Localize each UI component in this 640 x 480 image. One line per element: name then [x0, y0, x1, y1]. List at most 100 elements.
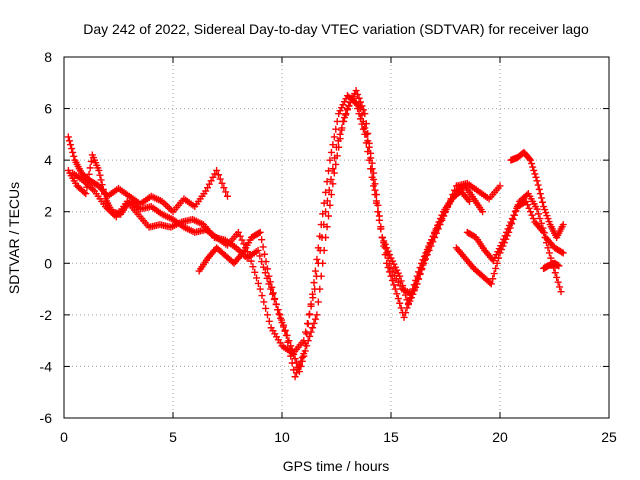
data-point-interp — [99, 185, 107, 193]
data-point — [95, 166, 103, 174]
data-point-interp — [387, 272, 395, 280]
data-point-interp — [529, 215, 537, 223]
data-point-interp — [243, 248, 251, 256]
data-point — [256, 285, 264, 293]
data-point-interp — [298, 353, 306, 361]
data-point — [370, 169, 378, 177]
data-point-interp — [325, 167, 333, 175]
data-point-interp — [529, 163, 537, 171]
data-point-interp — [265, 317, 273, 325]
data-point-interp — [532, 173, 540, 181]
data-point — [282, 331, 290, 339]
data-point-interp — [297, 357, 305, 365]
series-arc-1 — [64, 133, 231, 216]
data-point — [309, 290, 317, 298]
data-point — [234, 228, 242, 236]
data-point — [291, 373, 299, 381]
y-tick-label: 8 — [44, 49, 52, 65]
data-point-interp — [272, 300, 280, 308]
data-point-interp — [501, 232, 509, 240]
data-point-interp — [332, 160, 340, 168]
data-point-interp — [535, 185, 543, 193]
data-point-interp — [435, 218, 443, 226]
data-point-interp — [335, 143, 343, 151]
data-point-interp — [394, 295, 402, 303]
data-point — [559, 249, 567, 257]
data-point-interp — [409, 290, 417, 298]
axis-ticks: 0 5 10 15 20 25 -6 -4 -2 0 2 4 6 8 — [40, 49, 617, 445]
data-point-interp — [537, 194, 545, 202]
data-point-interp — [500, 235, 508, 243]
y-axis-label: SDTVAR / TECUs — [6, 182, 22, 294]
data-point-interp — [279, 323, 287, 331]
x-axis-label: GPS time / hours — [283, 458, 390, 474]
data-point-interp — [319, 210, 327, 218]
data-point-interp — [317, 272, 325, 280]
data-point-interp — [86, 164, 94, 172]
data-point-interp — [416, 270, 424, 278]
data-point-interp — [420, 256, 428, 264]
data-point-interp — [261, 269, 269, 277]
y-tick-label: 6 — [44, 101, 52, 117]
data-point-interp — [263, 311, 271, 319]
data-point — [352, 99, 360, 107]
data-point-interp — [371, 191, 379, 199]
data-point-interp — [281, 327, 289, 335]
grid — [64, 57, 609, 418]
data-point — [213, 166, 221, 174]
data-point-interp — [307, 328, 315, 336]
chart-title: Day 242 of 2022, Sidereal Day-to-day VTE… — [83, 21, 589, 37]
data-point-interp — [556, 283, 564, 291]
data-point-interp — [96, 171, 104, 179]
plot-frame — [63, 56, 610, 419]
data-point-interp — [332, 125, 340, 133]
data-point — [313, 311, 321, 319]
data-point-interp — [386, 251, 394, 259]
data-point — [557, 288, 565, 296]
data-point-interp — [503, 228, 511, 236]
data-point-interp — [287, 352, 295, 360]
data-point — [507, 218, 515, 226]
data-point — [400, 313, 408, 321]
data-point-interp — [425, 244, 433, 252]
data-point-interp — [544, 244, 552, 252]
data-point — [378, 234, 386, 241]
data-point-interp — [354, 90, 362, 98]
data-point-interp — [97, 176, 105, 184]
data-point-interp — [309, 324, 317, 332]
data-point-interp — [545, 249, 553, 257]
data-point-interp — [415, 275, 423, 283]
data-point-interp — [67, 141, 75, 149]
data-point-interp — [396, 299, 404, 307]
data-point — [555, 262, 563, 270]
data-point-interp — [258, 292, 266, 300]
data-point-interp — [240, 240, 248, 248]
data-point-interp — [531, 170, 539, 178]
data-point-interp — [336, 135, 344, 143]
data-point-interp — [524, 201, 532, 209]
data-point-interp — [301, 340, 309, 348]
data-point-interp — [259, 263, 267, 271]
data-point-interp — [536, 215, 544, 223]
data-point — [370, 182, 378, 190]
data-point-interp — [256, 252, 264, 260]
data-point-interp — [504, 225, 512, 233]
data-point-interp — [399, 282, 407, 290]
data-point — [256, 228, 264, 236]
data-point-interp — [327, 191, 335, 199]
data-point-interp — [359, 125, 367, 133]
data-point-interp — [528, 211, 536, 219]
data-point — [487, 280, 495, 288]
data-point — [522, 197, 530, 205]
data-point — [383, 259, 391, 267]
data-point-interp — [284, 338, 292, 346]
data-point-interp — [343, 106, 351, 114]
data-point-interp — [80, 188, 88, 196]
data-point-interp — [325, 186, 333, 194]
data-point-interp — [530, 166, 538, 174]
data-point — [224, 192, 231, 200]
data-point — [322, 234, 330, 241]
data-point-interp — [489, 275, 497, 283]
data-point — [533, 205, 541, 213]
data-point-interp — [285, 345, 293, 353]
